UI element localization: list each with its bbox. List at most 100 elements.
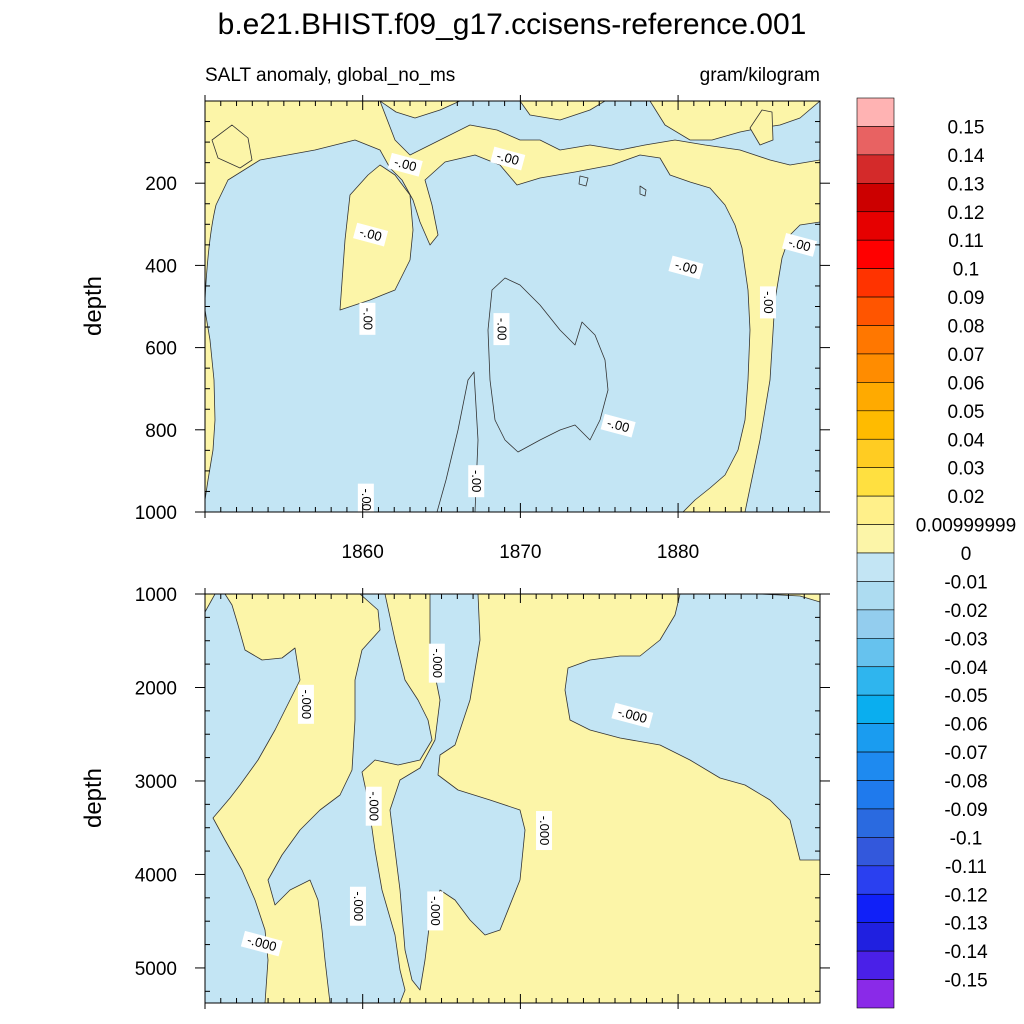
chart-title: b.e21.BHIST.f09_g17.ccisens-reference.00…	[218, 8, 807, 41]
colorbar-box	[856, 382, 895, 412]
colorbar-label: -0.12	[944, 885, 987, 906]
lower-y-axis-label: depth	[80, 768, 107, 828]
y-tick-label: 4000	[135, 865, 177, 886]
colorbar-box	[856, 495, 895, 525]
contour-label: -.000	[536, 811, 553, 851]
contour-label-text: -.00	[495, 148, 521, 168]
colorbar-label: -0.07	[944, 743, 987, 764]
contour-label-text: -.00	[787, 234, 813, 254]
colorbar-label: -0.08	[944, 772, 987, 793]
upper-negative-column	[436, 371, 479, 512]
colorbar-box	[856, 296, 895, 326]
colorbar-label: 0.02	[948, 487, 985, 508]
colorbar-box	[856, 353, 895, 383]
upper-negative-lens	[487, 277, 609, 453]
colorbar-box	[856, 325, 895, 355]
colorbar-label: 0.08	[948, 317, 985, 338]
contour-label-text: -.000	[367, 791, 382, 821]
contour-label: -.000	[427, 891, 444, 931]
upper-tiny-dot-2	[639, 185, 647, 197]
contour-label-text: -.00	[673, 257, 699, 277]
colorbar-box	[856, 893, 895, 923]
contour-label: -.000	[611, 702, 654, 729]
colorbar-box	[856, 438, 895, 468]
colorbar-label: 0.06	[948, 373, 985, 394]
colorbar-label: -0.01	[944, 572, 987, 593]
colorbar-box	[856, 581, 895, 611]
chart-subtitle-left: SALT anomaly, global_no_ms	[205, 65, 455, 86]
y-tick-label: 2000	[135, 678, 177, 699]
contour-label-text: -.000	[246, 932, 279, 954]
colorbar-label: -0.03	[944, 629, 987, 650]
colorbar-label: 0.05	[948, 402, 985, 423]
contour-label: -.000	[349, 886, 366, 926]
y-tick-label: 800	[145, 421, 177, 442]
colorbar-box	[856, 552, 895, 582]
colorbar-label: -0.15	[944, 971, 987, 992]
colorbar-label: -0.04	[944, 658, 988, 679]
colorbar-box	[856, 837, 895, 867]
x-tick-label: 1860	[342, 542, 384, 563]
colorbar-label: 0.04	[948, 430, 985, 451]
contour-label: -.00	[387, 152, 423, 177]
contour-label-text: -.00	[393, 154, 419, 174]
colorbar-label: 0.12	[948, 203, 985, 224]
panel-frame	[204, 593, 821, 1004]
y-tick-label: 200	[145, 174, 177, 195]
colorbar-box	[856, 723, 895, 753]
upper-top-negative-blob	[379, 101, 820, 166]
y-tick-label: 400	[145, 256, 177, 277]
colorbar-label: -0.1	[950, 828, 983, 849]
contour-label: -.00	[490, 146, 526, 171]
colorbar-label: 0.07	[948, 345, 985, 366]
colorbar-box	[856, 638, 895, 668]
colorbar-box	[856, 239, 895, 269]
lower-negative-left	[205, 594, 301, 1003]
contour-label-text: -.00	[606, 415, 632, 435]
contour-label-text: -.00	[469, 470, 484, 492]
colorbar-box	[856, 126, 895, 156]
upper-small-yellow-patch	[211, 124, 253, 169]
contour-label: -.00	[781, 232, 818, 257]
colorbar-box	[856, 609, 895, 639]
colorbar-label: -0.14	[944, 942, 988, 963]
colorbar-box	[856, 751, 895, 781]
colorbar-label: -0.09	[944, 800, 987, 821]
colorbar-label: 0.14	[948, 146, 985, 167]
colorbar-box	[856, 268, 895, 298]
axes	[195, 95, 830, 1009]
contour-labels: -.00 -.00 -.00 -.00 -.00 -.00 -.00 -.00 -.00 -.00…	[240, 146, 818, 957]
colorbar-box	[856, 865, 895, 895]
chart-subtitle-right: gram/kilogram	[700, 65, 820, 86]
contour-label: -.00	[759, 286, 776, 319]
colorbar-box	[856, 979, 895, 1009]
lower-negative-right	[564, 594, 820, 861]
y-tick-label: 1000	[135, 503, 177, 524]
contour-label: -.00	[359, 302, 376, 335]
colorbar-box	[856, 780, 895, 810]
colorbar-label: 0.13	[948, 174, 985, 195]
y-tick-label: 3000	[135, 772, 177, 793]
contour-label-text: -.000	[299, 689, 314, 719]
colorbar-label: -0.06	[944, 715, 987, 736]
colorbar-box	[856, 154, 895, 184]
colorbar-box	[856, 922, 895, 952]
contour-label-text: -.000	[428, 896, 443, 926]
x-tick-label: 1870	[499, 542, 541, 563]
colorbar-label: 0.00999999	[916, 516, 1016, 537]
lower-contour-panel	[205, 594, 820, 1003]
colorbar-label: -0.13	[944, 914, 987, 935]
colorbar-box	[856, 808, 895, 838]
contour-label-text: -.00	[359, 488, 374, 510]
colorbar-box	[856, 97, 895, 127]
lower-negative-upper-mid	[267, 594, 433, 1003]
contour-label: -.00	[357, 483, 374, 516]
contour-label-text: -.00	[358, 224, 384, 244]
contour-label-text: -.000	[351, 891, 366, 921]
upper-tiny-dot	[578, 175, 589, 187]
contour-label: -.000	[428, 643, 445, 683]
colorbar-box	[856, 694, 895, 724]
colorbar-label: -0.05	[944, 686, 987, 707]
x-tick-label: 1880	[657, 542, 699, 563]
